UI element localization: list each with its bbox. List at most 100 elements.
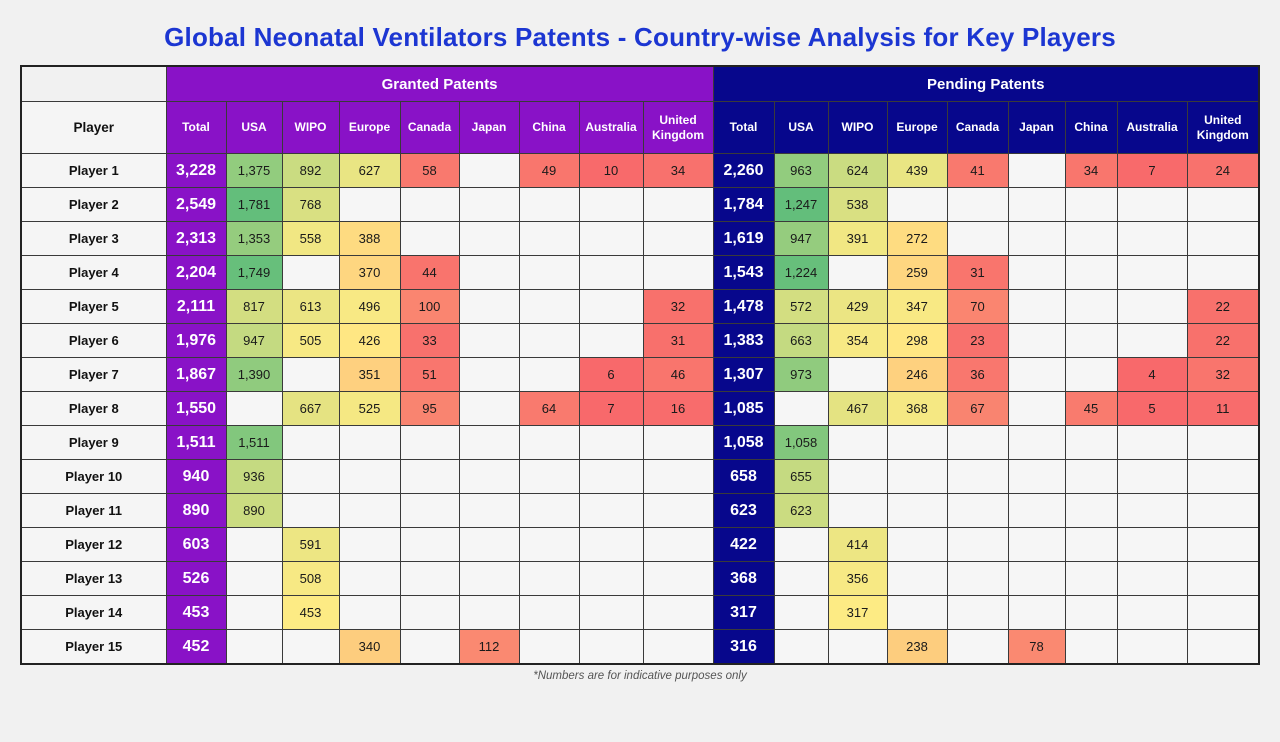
table-row: Player 7 1,867 1,390 351 51 6 46 1,307 973 246 36 4… [20,357,1260,392]
player-label: Player 7 [20,357,167,392]
table-cell [578,629,644,665]
player-label: Player 8 [20,391,167,426]
table-cell [1064,187,1118,222]
table-cell [518,255,580,290]
table-cell [1064,493,1118,528]
column-header: Australia [1116,101,1188,154]
table-cell [458,391,520,426]
table-cell: 272 [886,221,948,256]
total-cell: 453 [165,595,227,630]
total-cell: 1,976 [165,323,227,358]
table-cell: 347 [886,289,948,324]
table-cell [281,629,340,665]
table-cell [578,459,644,494]
table-cell: 67 [946,391,1009,426]
table-cell [458,425,520,460]
column-header: WIPO [827,101,888,154]
table-cell [281,493,340,528]
total-cell: 452 [165,629,227,665]
table-cell: 1,781 [225,187,283,222]
table-cell: 22 [1186,323,1260,358]
table-cell: 41 [946,153,1009,188]
table-cell [578,425,644,460]
column-header: Canada [399,101,460,154]
table-cell [225,629,283,665]
table-cell [518,595,580,630]
player-label: Player 2 [20,187,167,222]
column-header: USA [773,101,829,154]
table-cell [399,187,460,222]
table-cell: 591 [281,527,340,562]
table-cell [225,595,283,630]
page-title: Global Neonatal Ventilators Patents - Co… [164,22,1116,52]
column-header: Europe [886,101,948,154]
table-cell [946,493,1009,528]
table-cell [946,629,1009,665]
table-cell: 95 [399,391,460,426]
table-cell [946,187,1009,222]
player-label: Player 10 [20,459,167,494]
total-cell: 1,307 [712,357,775,392]
table-cell [1186,493,1260,528]
column-header: Europe [338,101,401,154]
table-cell: 78 [1007,629,1066,665]
table-cell [1186,255,1260,290]
table-cell [1064,629,1118,665]
table-cell: 298 [886,323,948,358]
table-row: Player 4 2,204 1,749 370 44 1,543 1,224 259 31 [20,255,1260,290]
table-cell [458,493,520,528]
table-cell: 768 [281,187,340,222]
table-cell: 6 [578,357,644,392]
table-cell [773,391,829,426]
total-cell: 2,549 [165,187,227,222]
table-cell: 58 [399,153,460,188]
table-cell [281,425,340,460]
table-cell [338,425,401,460]
player-label: Player 3 [20,221,167,256]
table-cell [518,561,580,596]
table-cell: 44 [399,255,460,290]
table-cell [399,221,460,256]
table-cell: 1,511 [225,425,283,460]
table-body: Player 1 3,228 1,375 892 627 58 49 10 34 2,260 963… [20,153,1260,665]
table-cell [1007,493,1066,528]
column-header: Canada [946,101,1009,154]
table-cell: 100 [399,289,460,324]
table-cell [1116,493,1188,528]
total-cell: 940 [165,459,227,494]
table-cell [338,459,401,494]
table-cell [458,595,520,630]
table-cell [1064,425,1118,460]
table-cell [642,561,714,596]
table-cell [946,527,1009,562]
table-row: Player 6 1,976 947 505 426 33 31 1,383 663 354 298… [20,323,1260,358]
table-cell: 32 [1186,357,1260,392]
player-label: Player 4 [20,255,167,290]
table-cell: 505 [281,323,340,358]
column-header: WIPO [281,101,340,154]
total-cell: 890 [165,493,227,528]
granted-section-header: Granted Patents [165,65,714,102]
table-cell: 667 [281,391,340,426]
table-cell [518,221,580,256]
table-cell: 525 [338,391,401,426]
table-cell [281,459,340,494]
table-cell: 538 [827,187,888,222]
table-cell [886,493,948,528]
column-header: China [1064,101,1118,154]
table-cell: 259 [886,255,948,290]
total-cell: 1,867 [165,357,227,392]
table-cell [827,357,888,392]
table-cell: 613 [281,289,340,324]
table-cell [578,595,644,630]
table-cell: 947 [773,221,829,256]
table-cell [225,561,283,596]
table-cell: 1,390 [225,357,283,392]
total-cell: 1,550 [165,391,227,426]
total-cell: 2,111 [165,289,227,324]
table-cell: 32 [642,289,714,324]
pending-section-header: Pending Patents [712,65,1260,102]
table-row: Player 12 603 591 422 414 [20,527,1260,562]
table-cell [946,561,1009,596]
table-cell [1007,357,1066,392]
